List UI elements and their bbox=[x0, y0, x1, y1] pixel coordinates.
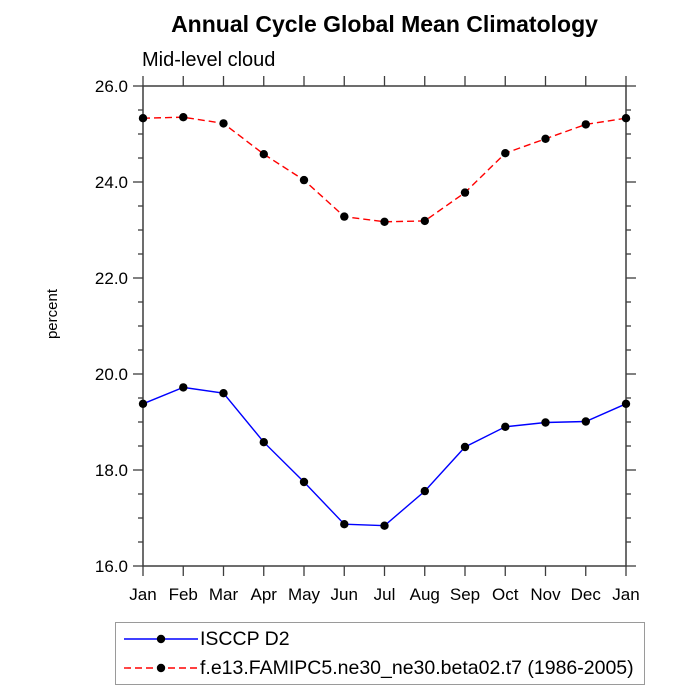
series-0-marker bbox=[179, 383, 188, 392]
y-tick-label: 24.0 bbox=[95, 173, 128, 192]
y-tick-label: 16.0 bbox=[95, 557, 128, 576]
series-0-marker bbox=[138, 399, 148, 408]
legend-row-isccp: ISCCP D2 bbox=[116, 626, 644, 653]
legend-marker-dot-icon bbox=[156, 634, 166, 644]
y-tick-label: 22.0 bbox=[95, 269, 128, 288]
series-line-0 bbox=[142, 386, 627, 527]
x-tick-label: Dec bbox=[571, 585, 602, 604]
series-0-marker bbox=[340, 520, 349, 529]
series-line-1 bbox=[142, 116, 627, 223]
legend-label-series-1: f.e13.FAMIPC5.ne30_ne30.beta02.t7 (1986-… bbox=[200, 656, 634, 679]
series-1-marker bbox=[380, 217, 389, 226]
legend-label-series-0: ISCCP D2 bbox=[200, 627, 290, 650]
series-1-marker bbox=[179, 113, 188, 122]
chart-subtitle: Mid-level cloud bbox=[142, 49, 276, 71]
series-1-marker bbox=[501, 149, 510, 158]
series-1-marker bbox=[621, 114, 631, 123]
plot-frame bbox=[142, 85, 627, 567]
x-tick-label: Jun bbox=[331, 585, 358, 604]
series-0-marker bbox=[420, 486, 429, 496]
series-0-marker bbox=[460, 442, 470, 452]
x-tick-label: Oct bbox=[492, 585, 519, 604]
x-tick-label: Jul bbox=[374, 585, 396, 604]
legend-solid-line-sample bbox=[124, 634, 198, 644]
series-0-marker bbox=[380, 521, 389, 530]
series-1-marker bbox=[138, 114, 148, 123]
x-tick-label: Apr bbox=[251, 585, 278, 604]
series-0-marker bbox=[501, 422, 510, 431]
series-1-marker bbox=[219, 119, 228, 128]
series-1-marker bbox=[340, 212, 349, 221]
x-tick-label: Sep bbox=[450, 585, 480, 604]
series-0-marker bbox=[259, 438, 268, 447]
series-0-marker bbox=[621, 399, 631, 408]
legend-dashed-line-sample bbox=[124, 663, 198, 673]
series-0-marker bbox=[219, 389, 228, 398]
series-1-marker bbox=[460, 188, 470, 197]
chart-title: Annual Cycle Global Mean Climatology bbox=[171, 11, 598, 37]
series-1-marker bbox=[259, 150, 268, 159]
y-tick-label: 18.0 bbox=[95, 461, 128, 480]
legend-marker-dot-icon bbox=[156, 663, 166, 673]
series-1-marker bbox=[420, 216, 429, 226]
x-tick-label: Aug bbox=[410, 585, 440, 604]
x-tick-label: Mar bbox=[209, 585, 239, 604]
y-tick-label: 26.0 bbox=[95, 77, 128, 96]
series-0-marker bbox=[299, 477, 309, 487]
legend-row-model: f.e13.FAMIPC5.ne30_ne30.beta02.t7 (1986-… bbox=[116, 655, 644, 682]
series-1-marker bbox=[541, 134, 550, 143]
x-tick-label: Feb bbox=[169, 585, 198, 604]
series-0-marker bbox=[581, 417, 590, 426]
series-0-marker bbox=[541, 418, 550, 427]
y-tick-label: 20.0 bbox=[95, 365, 128, 384]
x-tick-label: May bbox=[288, 585, 321, 604]
series-1-marker bbox=[299, 175, 309, 185]
series-1-marker bbox=[581, 120, 590, 129]
x-tick-label: Nov bbox=[530, 585, 561, 604]
legend: ISCCP D2 f.e13.FAMIPC5.ne30_ne30.beta02.… bbox=[115, 622, 645, 685]
x-tick-label: Jan bbox=[612, 585, 639, 604]
x-tick-label: Jan bbox=[129, 585, 156, 604]
y-axis-title: percent bbox=[44, 288, 61, 339]
